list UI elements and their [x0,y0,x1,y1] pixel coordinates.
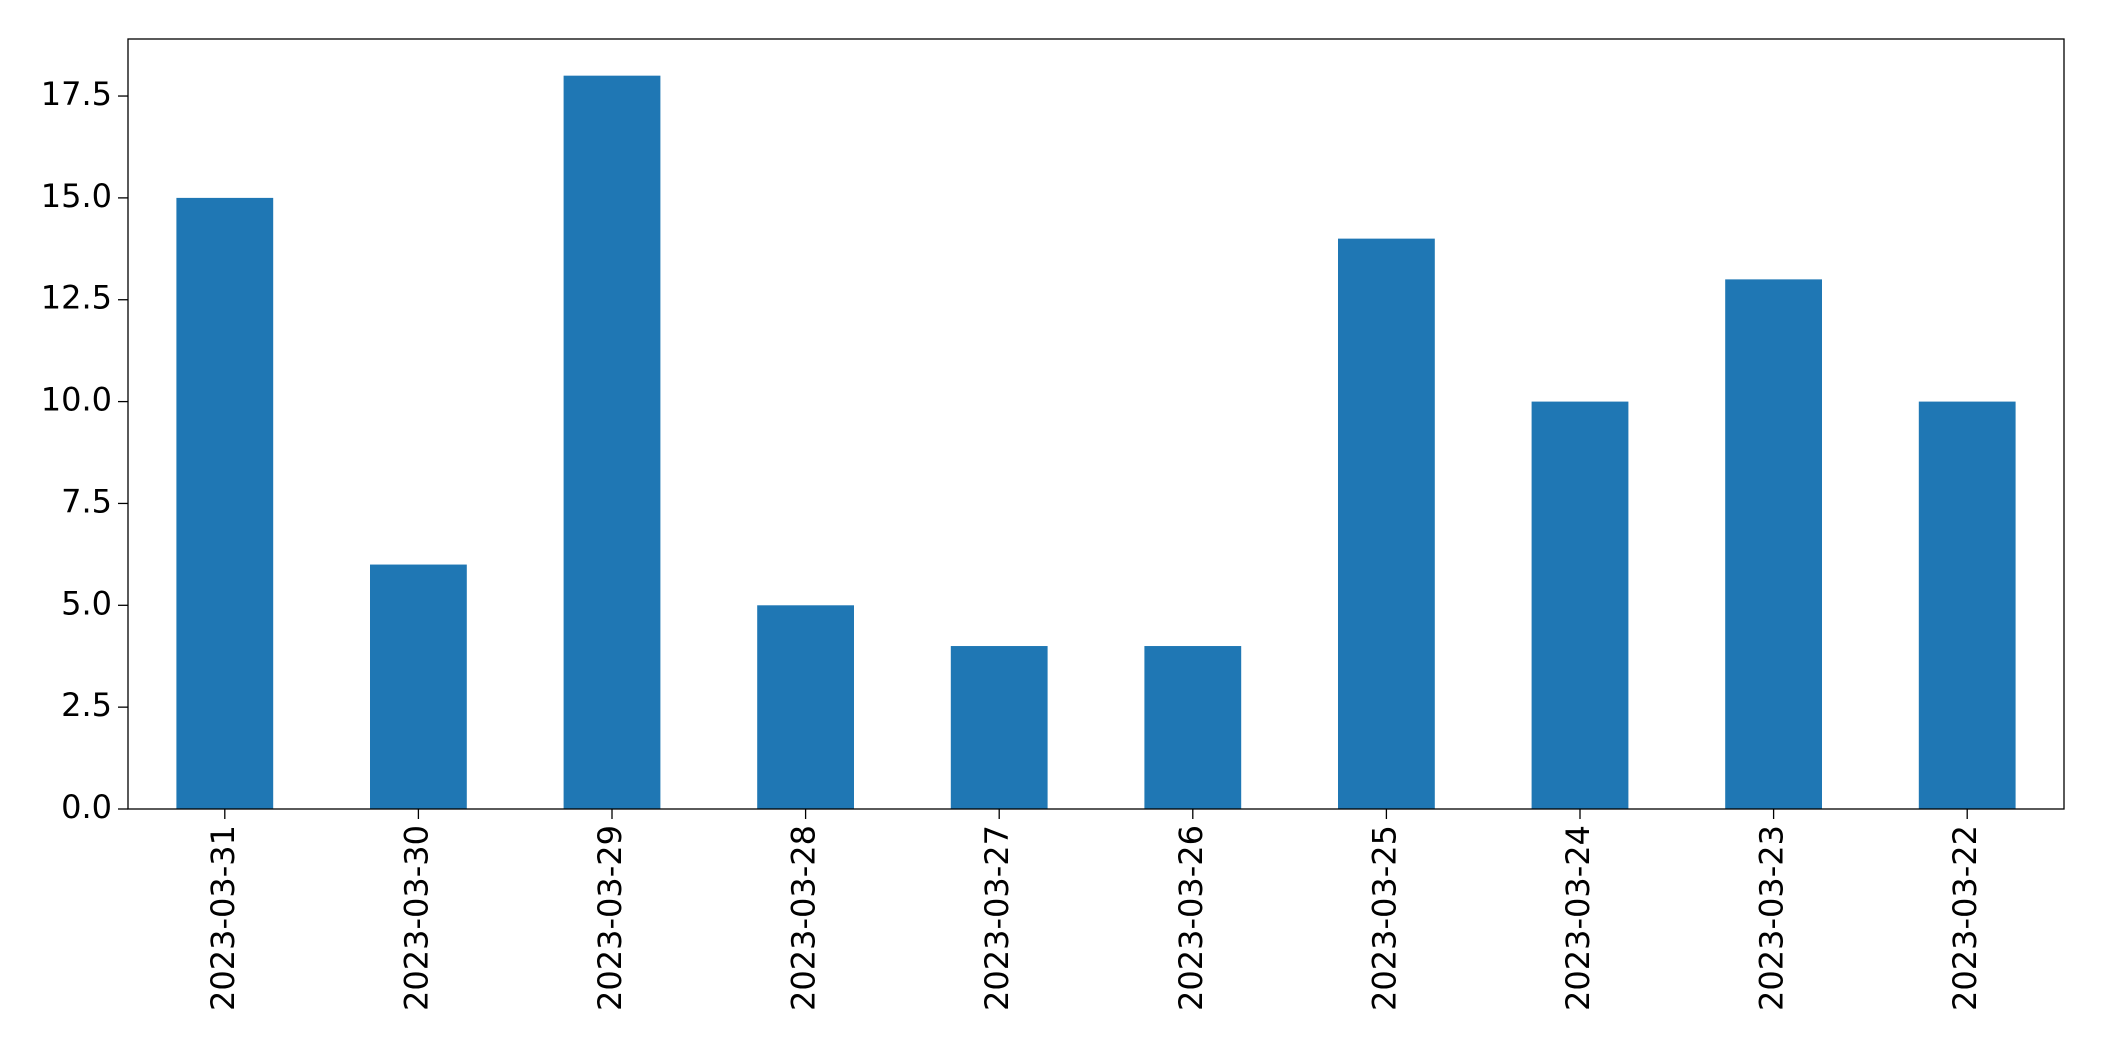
y-tick-label: 15.0 [41,177,112,215]
x-tick-label: 2023-03-30 [397,825,435,1011]
bar [1918,401,2016,809]
x-tick-label: 2023-03-22 [1946,825,1984,1011]
x-tick-label: 2023-03-27 [978,825,1016,1011]
bar [1531,401,1629,809]
y-tick-label: 7.5 [61,482,112,520]
bar [370,564,467,809]
x-tick-label: 2023-03-24 [1559,825,1597,1011]
x-tick-label: 2023-03-23 [1753,825,1791,1011]
y-tick-label: 5.0 [61,584,112,622]
bar [176,197,274,809]
y-tick-label: 10.0 [41,381,112,419]
y-tick-label: 2.5 [61,686,112,724]
x-tick-label: 2023-03-29 [591,825,629,1011]
y-tick-label: 0.0 [61,788,112,826]
bar [1725,279,1822,809]
y-tick-label: 17.5 [41,75,112,113]
x-tick-label: 2023-03-31 [204,825,242,1011]
bar [757,605,854,809]
plot-frame [127,38,2065,810]
x-tick-label: 2023-03-26 [1172,825,1210,1011]
x-tick-label: 2023-03-28 [785,825,823,1011]
y-tick-label: 12.5 [41,279,112,317]
bar [1144,646,1242,809]
bar [950,646,1048,809]
bar [1338,238,1435,809]
x-tick-label: 2023-03-25 [1365,825,1403,1011]
bar [563,75,661,809]
